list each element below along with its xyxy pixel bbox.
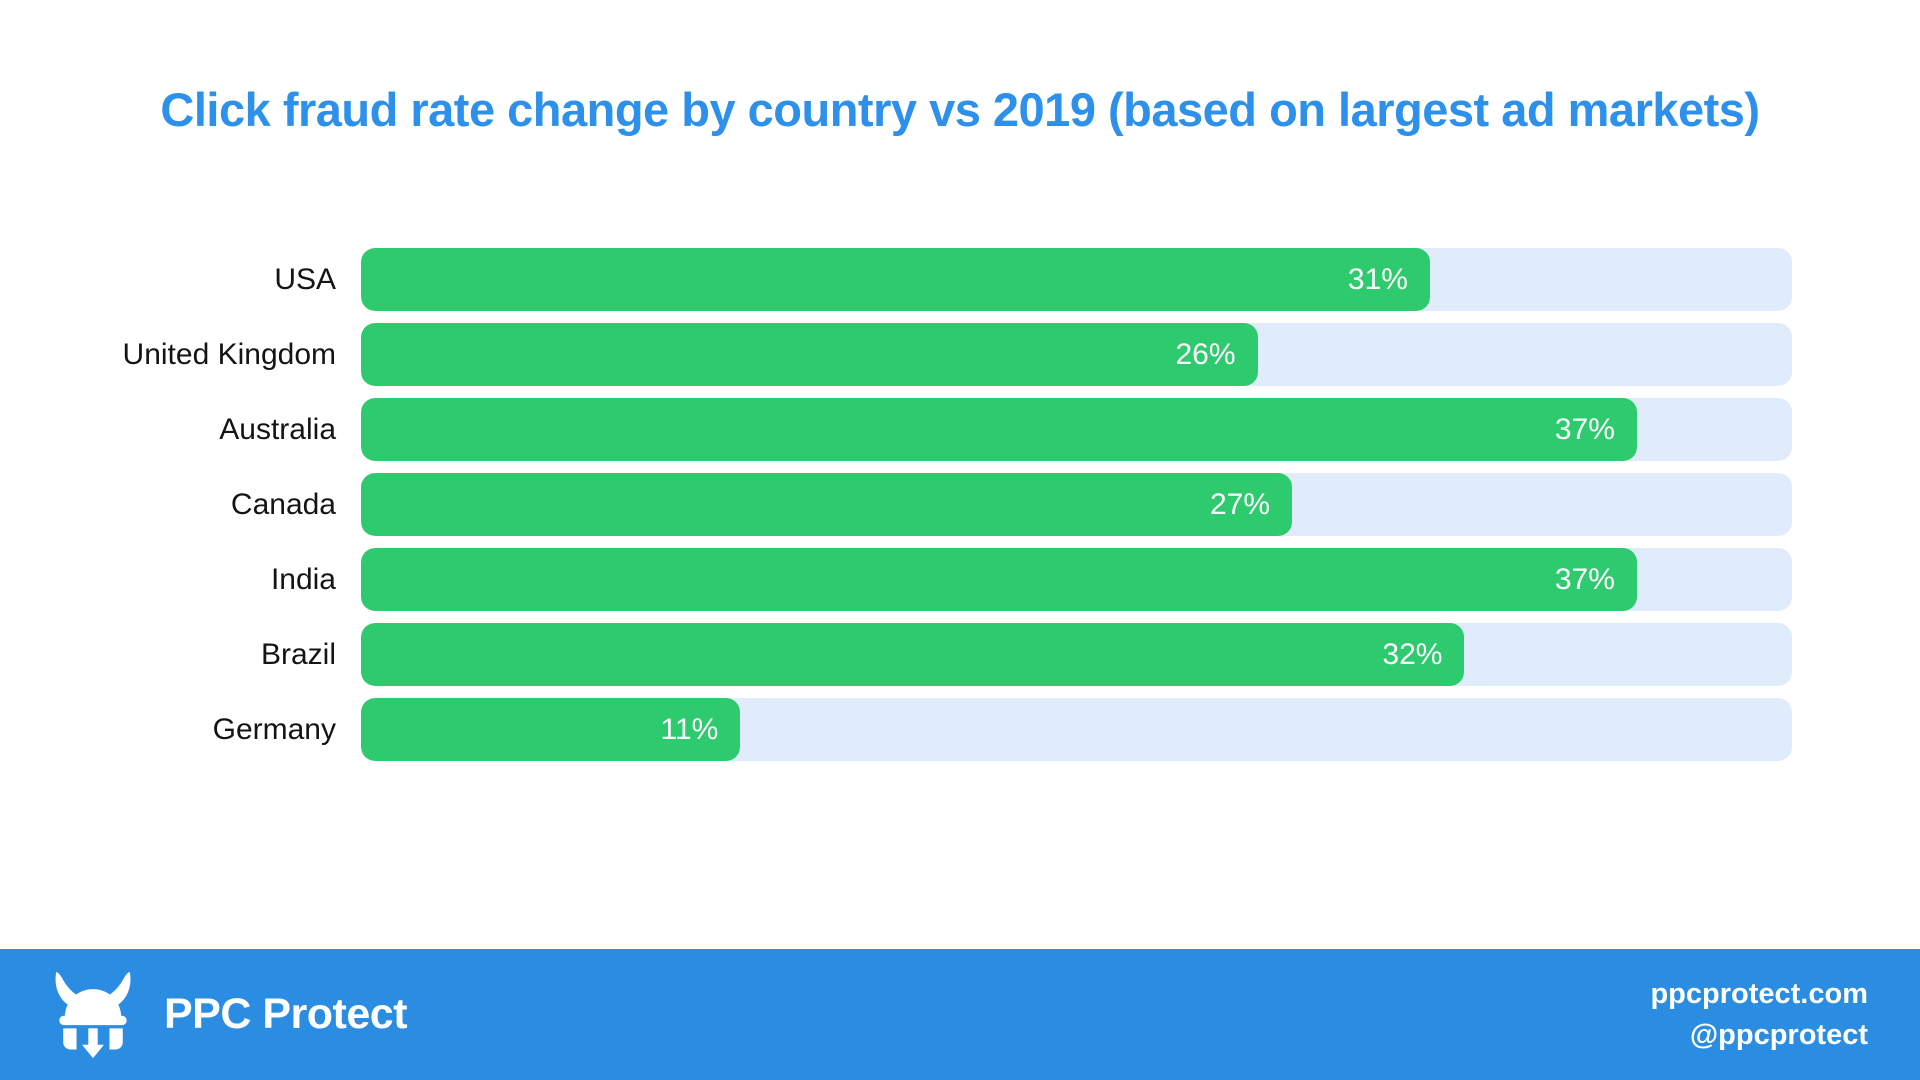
bar-track: 37% [361,548,1792,611]
bar-segment: 11% [361,698,741,761]
bar-value-label: 37% [1554,412,1615,446]
bar-row: Brazil 32% [0,623,1920,686]
bar-track: 37% [361,398,1792,461]
bar-value-label: 32% [1382,637,1443,671]
category-label: Australia [219,413,336,446]
category-label: Germany [212,713,336,746]
bar-chart: USA 31% United Kingdom 26% Australia 37% Canad… [0,248,1920,1080]
bar-value-label: 27% [1209,487,1270,521]
brand-block: PPC Protect [46,968,408,1062]
bar-segment: 27% [361,473,1292,536]
bar-segment: 32% [361,623,1465,686]
bar-segment: 37% [361,548,1637,611]
bar-value-label: 11% [660,712,719,746]
viking-helmet-icon [55,971,131,1058]
bar-row: Canada 27% [0,473,1920,536]
bar-rows: USA 31% United Kingdom 26% Australia 37% Canad… [0,248,1920,761]
category-label: United Kingdom [122,338,336,371]
bar-segment: 26% [361,323,1258,386]
category-label: USA [274,263,336,296]
bar-segment: 37% [361,398,1637,461]
bar-row: India 37% [0,548,1920,611]
bar-track: 11% [361,698,1792,761]
bar-row: USA 31% [0,248,1920,311]
bar-segment: 31% [361,248,1430,311]
bar-value-label: 31% [1347,262,1408,296]
bar-row: Germany 11% [0,698,1920,761]
footer-website: ppcprotect.com [1650,978,1868,1011]
bar-track: 26% [361,323,1792,386]
chart-title: Click fraud rate change by country vs 20… [160,83,1760,136]
bar-track: 31% [361,248,1792,311]
bar-value-label: 26% [1175,337,1236,371]
footer-links: ppcprotect.com @ppcprotect [1650,974,1868,1054]
bar-row: Australia 37% [0,398,1920,461]
category-label: Brazil [260,638,336,671]
bar-track: 32% [361,623,1792,686]
brand-name: PPC Protect [164,990,408,1038]
category-label: Canada [230,488,336,521]
bar-value-label: 37% [1554,562,1615,596]
category-label: India [270,563,336,596]
bar-track: 27% [361,473,1792,536]
footer-social: @ppcprotect [1689,1018,1868,1051]
footer-bar: PPC Protect ppcprotect.com @ppcprotect [0,949,1920,1080]
bar-row: United Kingdom 26% [0,323,1920,386]
